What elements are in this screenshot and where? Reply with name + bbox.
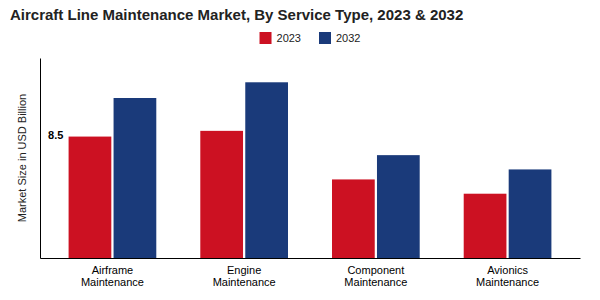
bar <box>200 131 243 258</box>
legend-label: 2023 <box>277 32 301 44</box>
x-tick-label: AirframeMaintenance <box>81 264 144 289</box>
y-axis-line <box>40 59 41 259</box>
legend-item: 2032 <box>319 32 360 44</box>
bar <box>377 155 420 258</box>
x-axis: AirframeMaintenance EngineMaintenance Comp… <box>41 259 581 289</box>
x-tick: ComponentMaintenance <box>344 264 407 289</box>
x-tick: AvionicsMaintenance <box>476 264 539 289</box>
bar <box>332 179 375 258</box>
legend-swatch <box>319 32 331 44</box>
x-axis-line <box>41 258 581 259</box>
legend-swatch <box>260 32 272 44</box>
bar <box>509 169 552 258</box>
y-axis <box>40 59 41 259</box>
x-tick-label: ComponentMaintenance <box>344 264 407 289</box>
x-tick-label: AvionicsMaintenance <box>476 264 539 289</box>
legend-label: 2032 <box>336 32 360 44</box>
y-axis-title: Market Size in USD Billion <box>16 94 28 222</box>
plot: AirframeMaintenance EngineMaintenance Comp… <box>41 59 581 289</box>
chart: Aircraft Line Maintenance Market, By Ser… <box>0 0 600 300</box>
bar <box>464 194 507 258</box>
legend-item: 2023 <box>260 32 301 44</box>
bars <box>69 82 552 258</box>
bar <box>245 82 288 258</box>
title: Aircraft Line Maintenance Market, By Ser… <box>10 6 463 23</box>
x-tick: EngineMaintenance <box>213 264 276 289</box>
x-tick-label: EngineMaintenance <box>213 264 276 289</box>
bar <box>114 98 157 258</box>
bar <box>69 137 112 258</box>
legend: 2023 2032 <box>260 32 361 44</box>
annotation: 8.5 <box>48 129 63 141</box>
x-tick: AirframeMaintenance <box>81 264 144 289</box>
bar-series <box>114 82 552 258</box>
